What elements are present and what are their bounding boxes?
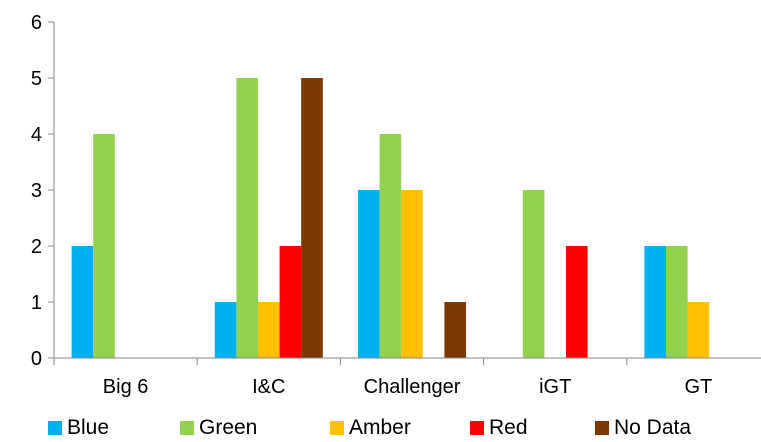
bar-blue — [214, 302, 237, 358]
x-tick-label: GT — [685, 376, 713, 398]
x-tick-label: I&C — [252, 376, 285, 398]
bar-green — [236, 78, 258, 358]
y-tick-label: 2 — [31, 236, 42, 258]
legend-label: Red — [489, 416, 528, 439]
bar-blue — [71, 246, 94, 358]
legend-label: No Data — [614, 416, 692, 439]
y-axis: 0 1 2 3 4 5 6 — [31, 12, 55, 370]
x-tick-label: Challenger — [364, 376, 461, 398]
legend-label: Amber — [349, 416, 411, 439]
legend-label: Blue — [67, 416, 110, 439]
y-tick-label: 4 — [31, 124, 42, 146]
bar-red — [566, 246, 588, 358]
legend-swatch — [330, 421, 344, 435]
y-tick-label: 1 — [31, 292, 42, 314]
legend-swatch — [180, 421, 194, 435]
bar-amber — [401, 190, 423, 358]
bar-green — [379, 134, 402, 358]
x-tick-label: iGT — [539, 376, 571, 398]
legend-item-no-data: No Data — [595, 414, 691, 442]
bar-red — [279, 246, 302, 358]
legend-label: Green — [199, 416, 258, 439]
legend-item-green: Green — [180, 414, 257, 442]
legend-item-amber: Amber — [330, 414, 411, 442]
bar-chart: 0 1 2 3 4 5 6 Big 6 I&C Challenger iGT GT — [31, 12, 761, 398]
bar-green — [666, 246, 688, 358]
bar-amber — [687, 302, 710, 358]
bar-blue — [644, 246, 666, 358]
legend-swatch — [595, 421, 609, 435]
x-tick-label: Big 6 — [103, 376, 149, 398]
bar-blue — [358, 190, 380, 358]
bar-no-data — [301, 78, 323, 358]
legend-swatch — [470, 421, 484, 435]
legend-item-red: Red — [470, 414, 528, 442]
x-axis: Big 6 I&C Challenger iGT GT — [53, 357, 761, 398]
legend-swatch — [48, 421, 62, 435]
bars — [71, 78, 710, 358]
legend: Blue Green Amber Red No Data — [0, 414, 761, 442]
y-tick-label: 5 — [31, 68, 42, 90]
bar-no-data — [444, 302, 466, 358]
y-tick-label: 3 — [31, 180, 42, 202]
bar-amber — [258, 302, 280, 358]
bar-green — [93, 134, 115, 358]
bar-green — [522, 190, 545, 358]
y-tick-label: 6 — [31, 12, 42, 34]
y-tick-label: 0 — [31, 348, 42, 370]
legend-item-blue: Blue — [48, 414, 109, 442]
